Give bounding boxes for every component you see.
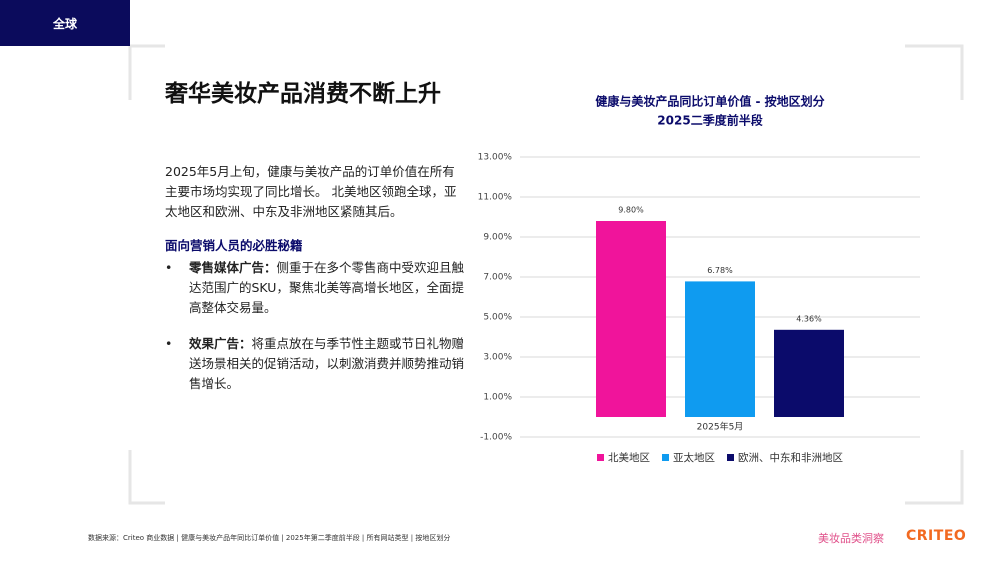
y-tick-label: 11.00%	[478, 193, 513, 203]
y-tick-label: 3.00%	[483, 353, 512, 363]
legend-swatch	[597, 454, 604, 461]
bullet-text: 将重点放在与季节性主题或节日礼物赠送场景相关的促销活动，以刺激消费并顺势推动销售…	[189, 336, 465, 391]
corner-decor	[128, 44, 964, 505]
bullet-list: • 零售媒体广告：侧重于在多个零售商中受欢迎且触达范围广的SKU，聚焦北美等高增长…	[165, 258, 465, 394]
series-name: 美妆品类洞察	[818, 532, 884, 545]
bullet-label: 零售媒体广告：	[189, 260, 277, 275]
bullet: • 效果广告：将重点放在与季节性主题或节日礼物赠送场景相关的促销活动，以刺激消费并…	[165, 336, 465, 391]
y-tick-label: 9.00%	[483, 233, 512, 243]
bar	[774, 329, 844, 417]
subheading: 面向营销人员的必胜秘籍	[165, 238, 303, 253]
legend-swatch	[727, 454, 734, 461]
value-label: 4.36%	[796, 314, 822, 323]
source-note: 数据来源：Criteo 商业数据 | 健康与美妆产品年同比订单价值 | 2025…	[88, 534, 451, 542]
y-tick-label: 1.00%	[483, 393, 512, 403]
slide-title: 奢华美妆产品消费不断上升	[165, 81, 441, 107]
y-tick-label: 5.00%	[483, 313, 512, 323]
bullet-label: 效果广告：	[189, 336, 252, 351]
chart-subtitle: 2025二季度前半段	[657, 113, 763, 128]
legend-swatch	[662, 454, 669, 461]
chart-title: 健康与美妆产品同比订单价值 - 按地区划分	[595, 94, 824, 109]
legend-label: 北美地区	[608, 451, 650, 464]
y-tick-label: -1.00%	[480, 433, 512, 443]
x-tick-label: 2025年5月	[697, 421, 744, 433]
logo: CRITEO	[906, 528, 967, 544]
paragraph: 2025年5月上旬，健康与美妆产品的订单价值在所有主要市场均实现了同比增长。 北…	[165, 164, 457, 219]
region-tag: 全球	[0, 0, 130, 46]
bar	[685, 281, 755, 417]
legend-label: 欧洲、中东和非洲地区	[738, 451, 843, 464]
bullet-text: 侧重于在多个零售商中受欢迎且触达范围广的SKU，聚焦北美等高增长地区，全面提高整…	[189, 260, 465, 315]
bullet: • 零售媒体广告：侧重于在多个零售商中受欢迎且触达范围广的SKU，聚焦北美等高增长…	[165, 260, 465, 315]
legend-label: 亚太地区	[673, 451, 715, 464]
y-tick-label: 13.00%	[478, 153, 513, 163]
value-label: 6.78%	[707, 266, 733, 275]
bar	[596, 221, 666, 417]
value-label: 9.80%	[618, 206, 644, 215]
y-tick-label: 7.00%	[483, 273, 512, 283]
